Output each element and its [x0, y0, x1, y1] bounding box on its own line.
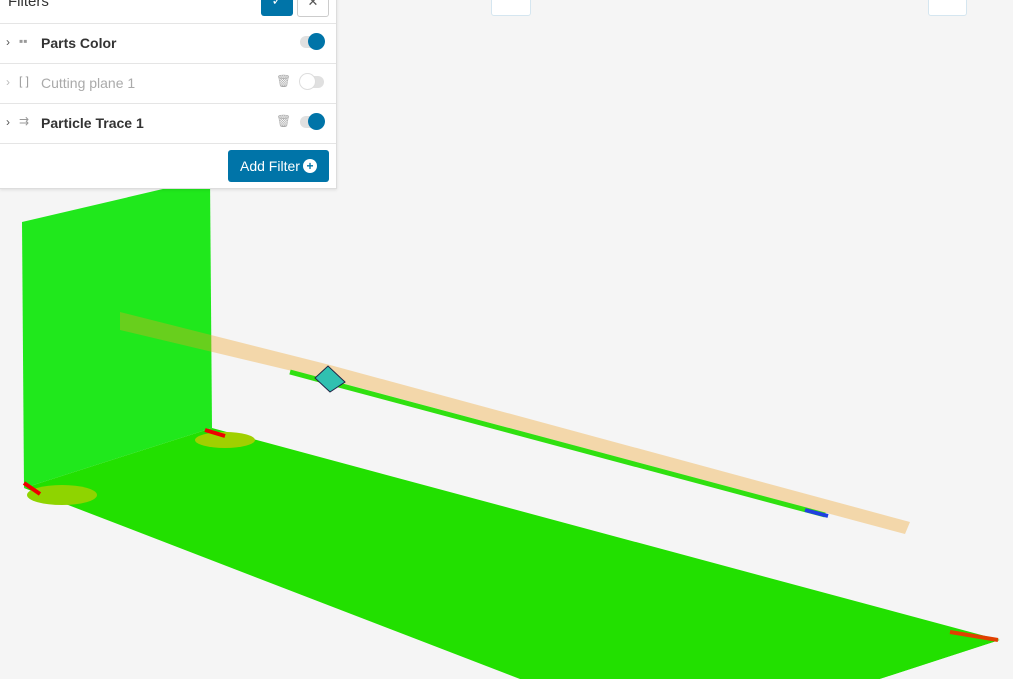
- add-filter-label: Add Filter: [240, 158, 300, 174]
- toolbar-view-button[interactable]: [491, 0, 531, 16]
- panel-footer: [0, 143, 336, 188]
- filter-item-cutting-plane[interactable]: › [ ] Cutting plane 1 🗑: [0, 63, 336, 103]
- toolbar-legend-button[interactable]: [928, 0, 967, 16]
- object: [314, 365, 346, 393]
- rod-tip: [804, 508, 829, 518]
- trash-icon[interactable]: 🗑: [276, 114, 292, 128]
- filter-toggle[interactable]: [300, 33, 325, 50]
- rod: [289, 369, 826, 518]
- hotspot: [204, 428, 226, 438]
- trash-icon[interactable]: 🗑: [276, 74, 292, 88]
- plus-circle-icon: +: [303, 159, 317, 173]
- check-icon: ✓: [271, 0, 283, 8]
- chevron-right-icon[interactable]: ›: [6, 35, 10, 49]
- floor: [24, 428, 1000, 679]
- confirm-button[interactable]: ✓: [261, 0, 293, 16]
- floor-edge: [880, 640, 1000, 679]
- add-filter-button[interactable]: Add Filter +: [228, 150, 329, 182]
- particle-trace-icon: ⇉: [19, 114, 30, 128]
- filter-toggle[interactable]: [300, 113, 325, 130]
- hotspot: [27, 485, 97, 505]
- cubes-icon: ▪▪: [19, 34, 28, 48]
- close-button[interactable]: ✕: [297, 0, 329, 17]
- filter-toggle[interactable]: [299, 73, 324, 90]
- chevron-right-icon[interactable]: ›: [6, 75, 10, 89]
- filter-label: Parts Color: [41, 35, 117, 51]
- particle-trace: [120, 312, 910, 534]
- filters-panel: Filters ✓ ✕ › ▪▪ Parts Color › [ ] Cutti…: [0, 0, 337, 189]
- hotspot: [22, 481, 42, 496]
- filter-label: Cutting plane 1: [41, 75, 136, 91]
- cutting-plane-icon: [ ]: [19, 74, 30, 88]
- panel-title: Filters: [8, 0, 49, 10]
- filter-label: Particle Trace 1: [41, 115, 144, 131]
- filter-item-parts-color[interactable]: › ▪▪ Parts Color: [0, 23, 336, 63]
- chevron-right-icon[interactable]: ›: [6, 115, 10, 129]
- hotspot: [195, 432, 255, 448]
- filter-item-particle-trace[interactable]: › ⇉ Particle Trace 1 🗑: [0, 103, 336, 143]
- close-icon: ✕: [307, 0, 319, 9]
- hotspot: [949, 630, 999, 642]
- back-wall: [22, 178, 212, 488]
